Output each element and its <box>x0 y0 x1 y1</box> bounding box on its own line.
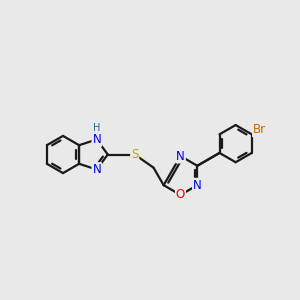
Text: N: N <box>176 149 185 163</box>
Text: O: O <box>176 188 185 201</box>
Text: N: N <box>92 163 101 176</box>
Text: H: H <box>92 123 100 133</box>
Text: N: N <box>92 133 101 146</box>
Text: S: S <box>131 148 138 161</box>
Text: N: N <box>193 179 202 192</box>
Text: Br: Br <box>253 123 266 136</box>
